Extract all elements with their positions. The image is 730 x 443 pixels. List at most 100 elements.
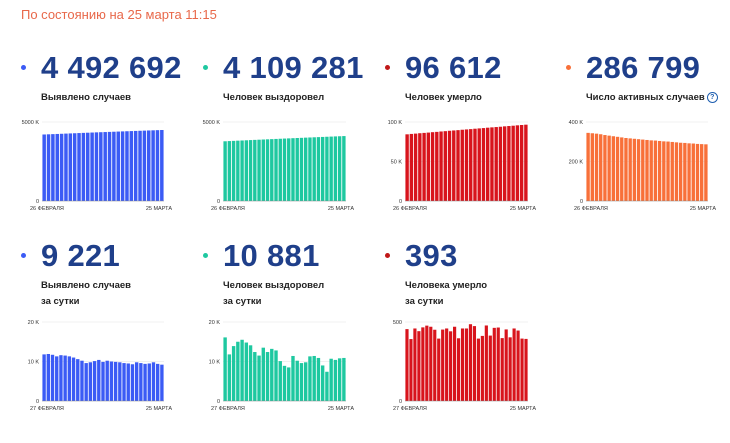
bar <box>107 131 112 201</box>
bar <box>244 342 249 401</box>
x-end-label: 25 МАРТА <box>510 206 536 212</box>
y-tick-label: 0 <box>217 399 220 405</box>
stat-label-line1: Человека умерло <box>405 280 488 291</box>
bar <box>486 127 490 201</box>
y-tick-label: 0 <box>36 199 39 205</box>
bar <box>223 337 227 401</box>
bar <box>594 133 599 201</box>
y-tick-label: 5000 K <box>22 120 40 126</box>
bar <box>480 335 484 401</box>
bar <box>599 134 603 201</box>
bar <box>138 130 142 201</box>
bullet-dot-icon <box>566 65 571 70</box>
bar <box>142 130 147 201</box>
stat-label: Выявлено случаев <box>41 90 131 106</box>
bar <box>524 338 528 401</box>
bar <box>90 132 94 201</box>
y-tick-label: 400 K <box>569 120 584 126</box>
bar <box>147 363 151 401</box>
bar <box>443 131 447 201</box>
bar <box>261 139 265 201</box>
bar <box>437 338 441 401</box>
stat-label-line1: Число активных случаев? <box>586 90 718 106</box>
bar <box>282 365 287 401</box>
bar <box>236 140 240 201</box>
bar <box>653 140 658 201</box>
bar <box>270 348 274 401</box>
bar <box>151 362 156 401</box>
stat-label-line1: Человек умерло <box>405 92 482 103</box>
x-start-label: 27 ФЕВРАЛЯ <box>393 406 427 412</box>
x-end-label: 25 МАРТА <box>328 406 354 412</box>
bar <box>59 133 64 201</box>
bar <box>460 129 464 201</box>
y-tick-label: 500 <box>393 320 402 326</box>
bar <box>695 143 700 201</box>
y-tick-label: 20 K <box>209 320 221 326</box>
bar <box>50 354 55 401</box>
bullet-dot-icon <box>203 65 208 70</box>
x-start-label: 27 ФЕВРАЛЯ <box>30 406 64 412</box>
bar <box>81 132 86 201</box>
x-start-label: 27 ФЕВРАЛЯ <box>211 406 245 412</box>
bar <box>683 142 687 201</box>
bar <box>649 140 653 201</box>
bar <box>508 337 512 401</box>
stat-label-line1: Выявлено случаев <box>41 280 132 291</box>
bar <box>519 125 524 201</box>
bar <box>496 327 500 401</box>
y-tick-label: 0 <box>399 399 402 405</box>
bar <box>105 360 109 401</box>
bar <box>253 352 257 401</box>
help-icon[interactable]: ? <box>706 91 718 103</box>
bar <box>615 136 620 201</box>
bar <box>700 144 704 201</box>
y-tick-label: 200 K <box>569 160 584 166</box>
bar <box>134 362 139 401</box>
bar <box>611 136 616 201</box>
bar <box>304 362 308 401</box>
bar <box>304 137 308 201</box>
bar <box>278 138 282 201</box>
bar <box>524 124 528 201</box>
bar <box>472 326 477 401</box>
bar <box>282 138 287 201</box>
bar <box>97 359 101 401</box>
bar <box>55 133 59 201</box>
bar <box>299 363 304 401</box>
bar <box>270 139 274 201</box>
bar <box>504 329 508 401</box>
bar <box>118 362 122 401</box>
bar <box>620 137 624 201</box>
bar <box>46 353 50 401</box>
bar <box>231 346 236 401</box>
x-start-label: 26 ФЕВРАЛЯ <box>30 206 64 212</box>
bar <box>502 126 507 201</box>
y-tick-label: 0 <box>36 399 39 405</box>
bar <box>636 139 641 201</box>
y-tick-label: 100 K <box>388 120 403 126</box>
bar <box>316 357 321 401</box>
bar <box>261 347 265 401</box>
bar <box>430 132 435 201</box>
bar <box>240 339 244 401</box>
stat-label-line2: за сутки <box>405 296 444 307</box>
bar <box>484 325 488 401</box>
bar <box>342 357 346 401</box>
bar <box>103 132 107 201</box>
bar <box>101 361 105 401</box>
bar <box>500 338 504 401</box>
bar <box>603 135 607 201</box>
x-start-label: 26 ФЕВРАЛЯ <box>211 206 245 212</box>
bar <box>473 128 477 201</box>
bar <box>624 137 628 201</box>
bar <box>453 326 457 401</box>
bar <box>512 328 516 401</box>
bar <box>94 132 99 201</box>
bar <box>337 358 342 401</box>
bar <box>329 358 333 401</box>
bar <box>413 328 417 401</box>
y-tick-label: 5000 K <box>203 120 221 126</box>
bar <box>435 131 439 201</box>
x-start-label: 26 ФЕВРАЛЯ <box>574 206 608 212</box>
